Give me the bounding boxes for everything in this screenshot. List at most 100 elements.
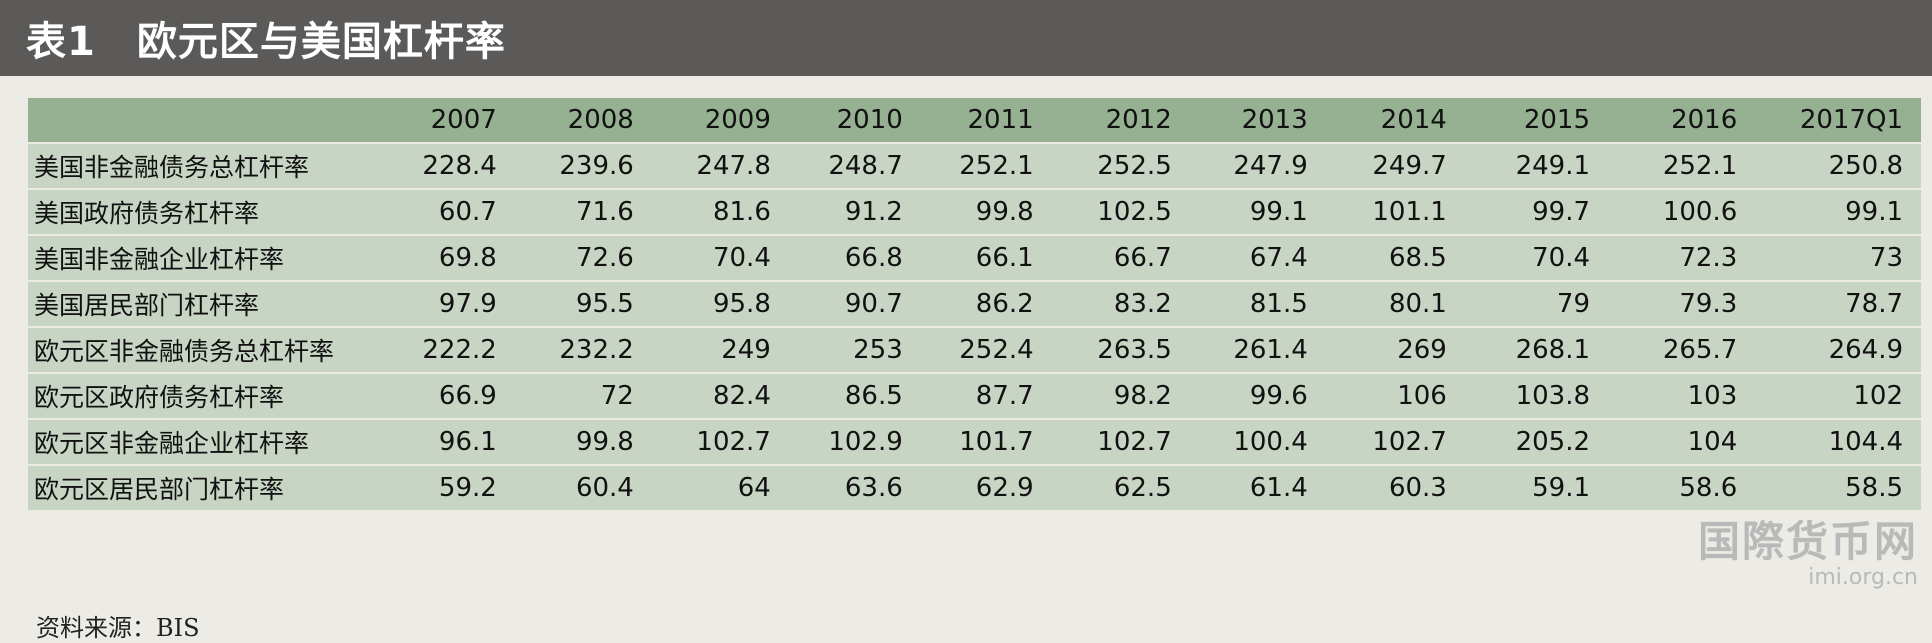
table-cell: 80.1 [1325, 281, 1465, 328]
header-cell-label [28, 98, 381, 144]
row-label: 美国居民部门杠杆率 [28, 281, 381, 328]
table-cell: 71.6 [514, 189, 652, 236]
table-row: 欧元区居民部门杠杆率 59.2 60.4 64 63.6 62.9 62.5 61.4 60.3… [28, 465, 1921, 512]
watermark-url: imi.org.cn [1808, 565, 1918, 590]
table-cell: 58.6 [1608, 465, 1756, 512]
row-label: 欧元区居民部门杠杆率 [28, 465, 381, 512]
table-cell: 249 [651, 327, 789, 374]
table-cell: 104 [1608, 419, 1756, 466]
table-cell: 100.4 [1189, 419, 1326, 466]
table-cell: 66.7 [1051, 235, 1190, 282]
table-cell: 96.1 [380, 419, 515, 466]
leverage-table: 2007 2008 2009 2010 2011 2012 2013 2014 2015 2016… [28, 98, 1921, 512]
table-cell: 250.8 [1755, 143, 1921, 190]
row-label: 欧元区非金融债务总杠杆率 [28, 327, 381, 374]
table-cell: 247.9 [1189, 143, 1326, 190]
table-cell: 252.4 [920, 327, 1052, 374]
row-label: 美国非金融债务总杠杆率 [28, 143, 381, 190]
table-cell: 104.4 [1755, 419, 1921, 466]
table-cell: 261.4 [1189, 327, 1326, 374]
table-cell: 90.7 [788, 281, 921, 328]
table-row: 美国居民部门杠杆率 97.9 95.5 95.8 90.7 86.2 83.2 81.5 80.… [28, 281, 1921, 328]
table-cell: 99.6 [1189, 373, 1326, 420]
header-row: 2007 2008 2009 2010 2011 2012 2013 2014 2015 2016… [28, 98, 1921, 144]
header-cell-year: 2008 [514, 98, 652, 144]
table-cell: 72 [514, 373, 652, 420]
table-cell: 249.7 [1325, 143, 1465, 190]
table-cell: 68.5 [1325, 235, 1465, 282]
table-cell: 99.8 [514, 419, 652, 466]
header-cell-year: 2015 [1464, 98, 1608, 144]
table-cell: 82.4 [651, 373, 789, 420]
title-bar: 表1 欧元区与美国杠杆率 [0, 0, 1932, 76]
table-row: 美国非金融债务总杠杆率 228.4 239.6 247.8 248.7 252.1 252.… [28, 143, 1921, 190]
table-cell: 59.1 [1464, 465, 1608, 512]
table-cell: 101.1 [1325, 189, 1465, 236]
source-note: 资料来源：BIS [36, 614, 200, 642]
table-cell: 269 [1325, 327, 1465, 374]
page-title: 表1 欧元区与美国杠杆率 [26, 19, 506, 65]
table-cell: 81.6 [651, 189, 789, 236]
table-cell: 95.8 [651, 281, 789, 328]
table-cell: 91.2 [788, 189, 921, 236]
table-cell: 64 [651, 465, 789, 512]
header-cell-year: 2016 [1608, 98, 1756, 144]
table-cell: 66.8 [788, 235, 921, 282]
table-cell: 86.5 [788, 373, 921, 420]
table-cell: 95.5 [514, 281, 652, 328]
table-cell: 98.2 [1051, 373, 1190, 420]
row-label: 美国非金融企业杠杆率 [28, 235, 381, 282]
header-cell-year: 2011 [920, 98, 1052, 144]
table-cell: 58.5 [1755, 465, 1921, 512]
table-cell: 106 [1325, 373, 1465, 420]
header-cell-year: 2009 [651, 98, 789, 144]
table-cell: 69.8 [380, 235, 515, 282]
table-cell: 63.6 [788, 465, 921, 512]
table-cell: 101.7 [920, 419, 1052, 466]
table-cell: 81.5 [1189, 281, 1326, 328]
table-row: 欧元区政府债务杠杆率 66.9 72 82.4 86.5 87.7 98.2 99.6 106 1… [28, 373, 1921, 420]
table-cell: 72.6 [514, 235, 652, 282]
table-cell: 102.7 [1051, 419, 1190, 466]
table-cell: 102 [1755, 373, 1921, 420]
table-cell: 252.1 [920, 143, 1052, 190]
header-cell-year: 2007 [380, 98, 515, 144]
table-cell: 62.5 [1051, 465, 1190, 512]
table-cell: 62.9 [920, 465, 1052, 512]
table-cell: 72.3 [1608, 235, 1756, 282]
table-cell: 61.4 [1189, 465, 1326, 512]
table-cell: 252.5 [1051, 143, 1190, 190]
table-cell: 222.2 [380, 327, 515, 374]
table-cell: 264.9 [1755, 327, 1921, 374]
table-cell: 86.2 [920, 281, 1052, 328]
table-cell: 248.7 [788, 143, 921, 190]
table-cell: 253 [788, 327, 921, 374]
table-cell: 265.7 [1608, 327, 1756, 374]
table-cell: 249.1 [1464, 143, 1608, 190]
row-label: 美国政府债务杠杆率 [28, 189, 381, 236]
header-cell-year: 2014 [1325, 98, 1465, 144]
row-label: 欧元区非金融企业杠杆率 [28, 419, 381, 466]
table-cell: 60.4 [514, 465, 652, 512]
table-header: 2007 2008 2009 2010 2011 2012 2013 2014 2015 2016… [28, 98, 1921, 144]
table-cell: 263.5 [1051, 327, 1190, 374]
table-cell: 102.7 [1325, 419, 1465, 466]
table-cell: 239.6 [514, 143, 652, 190]
table-cell: 100.6 [1608, 189, 1756, 236]
table-row: 欧元区非金融债务总杠杆率 222.2 232.2 249 253 252.4 263.5 26… [28, 327, 1921, 374]
header-cell-year: 2017Q1 [1755, 98, 1921, 144]
table-cell: 103.8 [1464, 373, 1608, 420]
table-cell: 103 [1608, 373, 1756, 420]
table-cell: 67.4 [1189, 235, 1326, 282]
table-cell: 102.9 [788, 419, 921, 466]
table-cell: 78.7 [1755, 281, 1921, 328]
table-cell: 87.7 [920, 373, 1052, 420]
table-cell: 73 [1755, 235, 1921, 282]
table-cell: 79.3 [1608, 281, 1756, 328]
table-cell: 70.4 [651, 235, 789, 282]
header-cell-year: 2010 [788, 98, 921, 144]
table-row: 美国政府债务杠杆率 60.7 71.6 81.6 91.2 99.8 102.5 99.1 10… [28, 189, 1921, 236]
watermark-logo: 国際货币网 [1697, 517, 1918, 566]
table-cell: 102.5 [1051, 189, 1190, 236]
table-body: 美国非金融债务总杠杆率 228.4 239.6 247.8 248.7 252.1 252.… [28, 143, 1921, 512]
